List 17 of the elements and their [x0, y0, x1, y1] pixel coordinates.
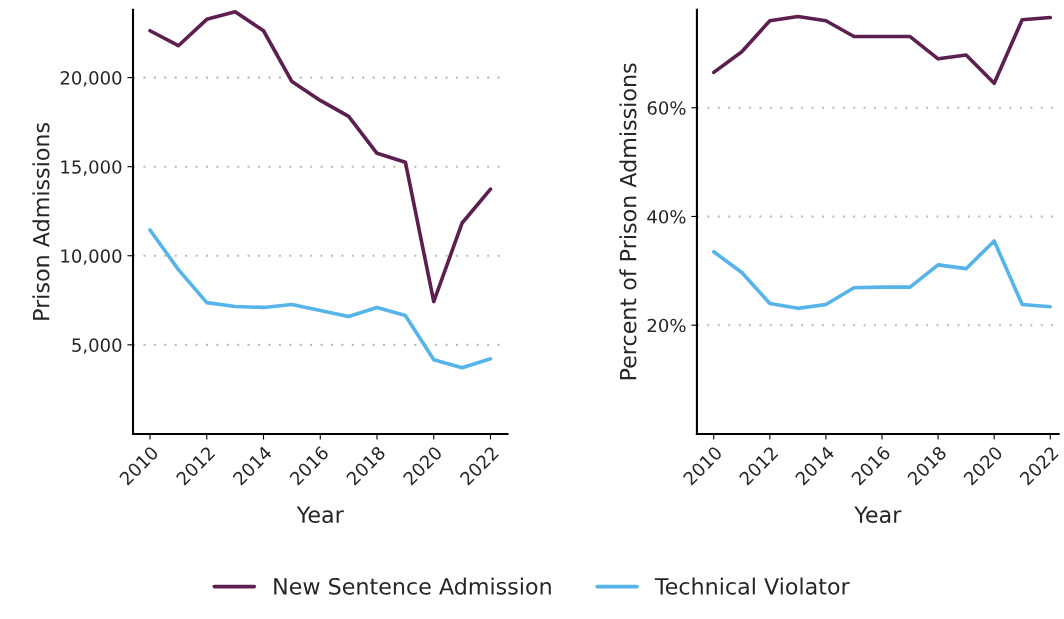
y-tick-label: 40%	[647, 209, 686, 224]
line-series	[711, 14, 1053, 86]
y-tick-label: 5,000	[72, 338, 122, 354]
legend-label: Technical Violator	[654, 577, 850, 595]
line-series	[711, 239, 1053, 311]
legend-label: New Sentence Admission	[274, 577, 551, 595]
line-series	[148, 10, 493, 304]
line-series	[148, 228, 493, 370]
x-axis-title: Year	[854, 506, 902, 524]
y-tick-label: 10,000	[61, 249, 122, 265]
y-tick-label: 20%	[647, 318, 686, 333]
x-axis-title: Year	[296, 506, 344, 524]
y-tick-label: 15,000	[61, 160, 122, 176]
y-tick-label: 20,000	[60, 71, 122, 87]
y-tick-label: 60%	[647, 101, 686, 115]
y-axis-title: Percent of Prison Admissions	[619, 63, 637, 380]
y-axis-title: Prison Admissions	[32, 123, 50, 320]
